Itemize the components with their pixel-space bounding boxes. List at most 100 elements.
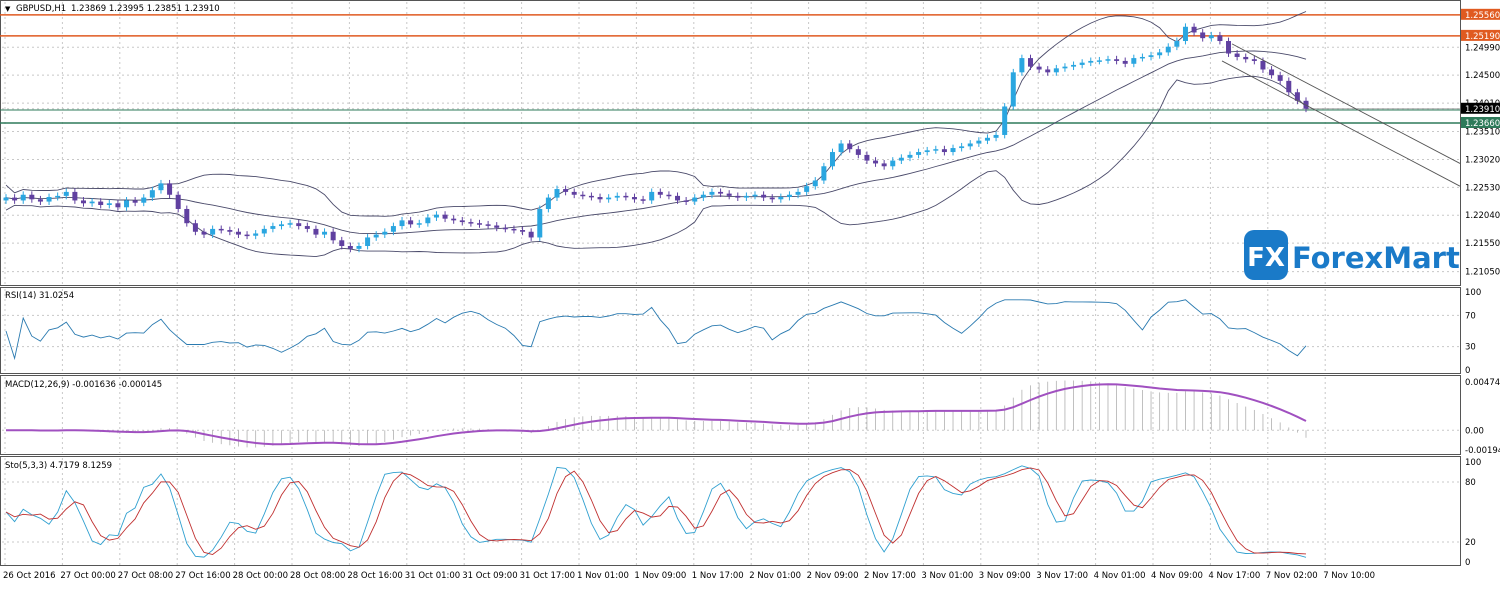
current-price-label: 1.23910 — [1465, 105, 1500, 115]
candle-body — [365, 237, 371, 246]
candle-body — [881, 163, 887, 167]
candle-body — [916, 152, 922, 155]
candle-body — [115, 203, 121, 208]
x-tick-label: 28 Oct 00:00 — [233, 571, 288, 581]
candle-body — [1226, 41, 1232, 54]
candle-body — [1286, 80, 1292, 93]
sto-pane[interactable] — [0, 456, 1461, 566]
candle-body — [1053, 68, 1059, 73]
candle-body — [167, 183, 173, 195]
candle-body — [1071, 64, 1077, 67]
candle-body — [1019, 58, 1025, 73]
candle-body — [330, 231, 336, 241]
candle-body — [821, 166, 827, 181]
candle-body — [924, 150, 930, 153]
candle-body — [227, 230, 233, 232]
candle-body — [1174, 41, 1180, 47]
current-price-box — [1461, 102, 1500, 114]
sto-tick-label: 0 — [1465, 558, 1470, 568]
candle-body — [752, 194, 758, 197]
macd-tick-label: 0.00 — [1465, 426, 1484, 436]
x-tick-label: 26 Oct 2016 — [3, 571, 56, 581]
candle-body — [296, 223, 302, 227]
candle-body — [614, 195, 620, 198]
x-tick-label: 2 Nov 09:00 — [807, 571, 859, 581]
candle-body — [1182, 26, 1188, 42]
candle-body — [1002, 106, 1008, 135]
candle-body — [1139, 56, 1145, 59]
candle-body — [201, 231, 207, 235]
candle-body — [304, 226, 310, 229]
chart-title-arrow[interactable]: ▼ — [5, 5, 11, 13]
sto-tick-label: 100 — [1465, 458, 1481, 468]
candle-body — [451, 218, 457, 221]
rsi-pane[interactable] — [0, 287, 1461, 374]
candle-body — [1251, 59, 1257, 61]
candle-body — [1105, 59, 1111, 61]
x-tick-label: 31 Oct 17:00 — [520, 571, 575, 581]
candle-body — [416, 223, 422, 225]
sto-tick-label: 20 — [1465, 538, 1476, 548]
candle-body — [554, 189, 560, 198]
candle-body — [278, 224, 284, 227]
candle-body — [132, 200, 138, 203]
candle-body — [640, 199, 646, 201]
candle-body — [631, 197, 637, 200]
candle-body — [356, 245, 362, 249]
x-tick-label: 7 Nov 02:00 — [1266, 571, 1318, 581]
candle-body — [1200, 32, 1206, 39]
candle-body — [175, 194, 181, 209]
axes: 26 Oct 2016 27 Oct 00:00 27 Oct 08:00 27 Oc… — [3, 8, 1500, 581]
candle-body — [390, 226, 396, 232]
x-tick-label: 27 Oct 16:00 — [175, 571, 230, 581]
macd-tick-label: -0.00194 — [1465, 446, 1500, 456]
candle-body — [941, 149, 947, 153]
candle-body — [718, 191, 724, 194]
candle-body — [778, 197, 784, 200]
candle-body — [786, 194, 792, 198]
forexmart-logo: FX ForexMart — [1244, 230, 1460, 280]
candle-body — [1148, 55, 1154, 57]
candle-body — [46, 197, 52, 202]
candle-body — [459, 220, 465, 223]
candle-body — [623, 195, 629, 198]
candle-body — [253, 233, 259, 236]
candle-body — [425, 217, 431, 224]
x-tick-label: 7 Nov 10:00 — [1323, 571, 1375, 581]
candle-body — [12, 197, 18, 201]
candle-body — [967, 143, 973, 147]
price-series — [0, 11, 1461, 258]
y-tick-label: 1.22040 — [1465, 211, 1500, 221]
candle-body — [1269, 69, 1275, 76]
channel-lower[interactable] — [1221, 60, 1461, 187]
candle-body — [80, 200, 86, 204]
x-tick-label: 4 Nov 17:00 — [1208, 571, 1260, 581]
candle-body — [184, 208, 190, 224]
candle-body — [98, 201, 104, 205]
candle-body — [812, 180, 818, 187]
candle-body — [141, 197, 147, 203]
macd-pane[interactable] — [0, 375, 1461, 455]
price-pane[interactable] — [0, 0, 1461, 286]
logo-text: ForexMart — [1292, 241, 1460, 275]
channel-upper[interactable] — [1231, 43, 1461, 164]
rsi-line — [5, 299, 1307, 361]
candle-body — [847, 143, 853, 150]
x-tick-label: 3 Nov 17:00 — [1036, 571, 1088, 581]
x-tick-label: 4 Nov 01:00 — [1094, 571, 1146, 581]
sto-main-line — [5, 465, 1307, 558]
candle-body — [1096, 60, 1102, 62]
candle-body — [408, 220, 414, 225]
candle-body — [1234, 53, 1240, 57]
x-tick-label: 28 Oct 16:00 — [347, 571, 402, 581]
candle-body — [993, 134, 999, 138]
x-tick-label: 3 Nov 09:00 — [979, 571, 1031, 581]
candle-body — [1243, 56, 1249, 60]
candle-body — [149, 190, 155, 198]
candle-body — [106, 203, 112, 205]
candle-body — [649, 191, 655, 201]
candle-body — [597, 197, 603, 200]
candle-body — [1165, 46, 1171, 53]
